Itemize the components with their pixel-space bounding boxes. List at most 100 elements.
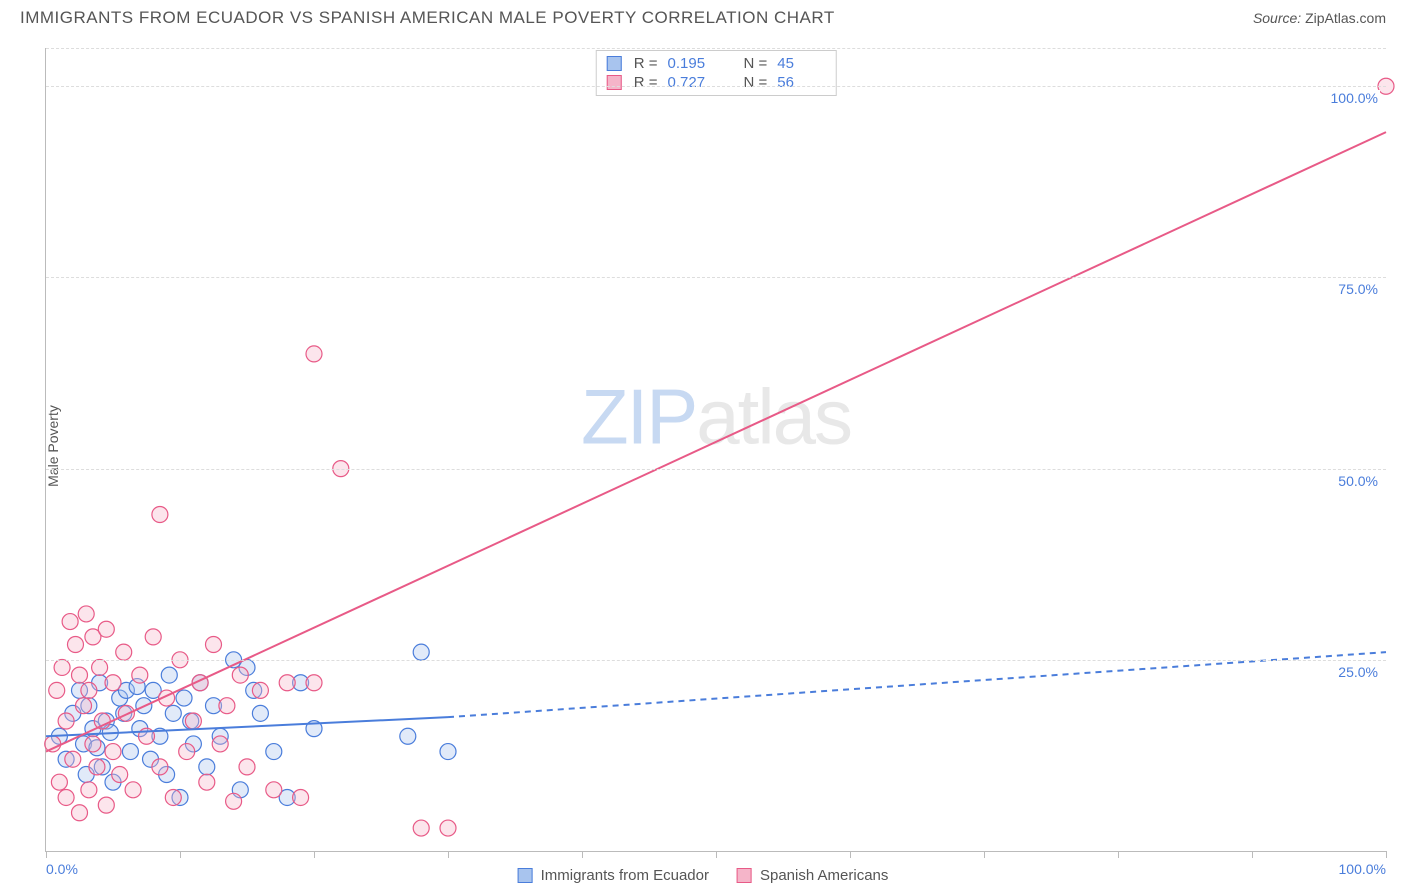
x-tick <box>850 851 851 858</box>
data-point <box>306 675 322 691</box>
x-tick <box>1386 851 1387 858</box>
data-point <box>51 774 67 790</box>
y-tick-label: 50.0% <box>1336 473 1380 489</box>
data-point <box>92 659 108 675</box>
data-point <box>266 782 282 798</box>
trend-line <box>448 652 1386 717</box>
legend-item-0: Immigrants from Ecuador <box>518 867 709 884</box>
y-tick-label: 25.0% <box>1336 664 1380 680</box>
data-point <box>212 736 228 752</box>
data-point <box>58 789 74 805</box>
data-point <box>279 675 295 691</box>
x-tick <box>1252 851 1253 858</box>
swatch-series-1 <box>607 75 622 90</box>
x-tick <box>582 851 583 858</box>
data-point <box>252 705 268 721</box>
data-point <box>65 751 81 767</box>
data-point <box>266 744 282 760</box>
gridline-y <box>46 660 1386 661</box>
source-label: Source: <box>1253 10 1301 26</box>
data-point <box>122 744 138 760</box>
data-point <box>49 682 65 698</box>
legend-label-1: Spanish Americans <box>760 867 888 884</box>
n-value-0: 45 <box>777 55 825 72</box>
data-point <box>306 346 322 362</box>
data-point <box>58 713 74 729</box>
swatch-series-0 <box>607 56 622 71</box>
chart-title: IMMIGRANTS FROM ECUADOR VS SPANISH AMERI… <box>20 8 835 28</box>
x-tick <box>46 851 47 858</box>
trend-line <box>46 132 1386 751</box>
data-point <box>105 744 121 760</box>
legend-swatch-1 <box>737 868 752 883</box>
data-point <box>239 759 255 775</box>
gridline-y <box>46 86 1386 87</box>
data-point <box>125 782 141 798</box>
x-tick <box>180 851 181 858</box>
data-point <box>152 507 168 523</box>
gridline-y <box>46 48 1386 49</box>
data-point <box>226 793 242 809</box>
data-point <box>98 797 114 813</box>
data-point <box>199 759 215 775</box>
x-tick <box>984 851 985 858</box>
data-point <box>98 621 114 637</box>
data-point <box>62 614 78 630</box>
data-point <box>72 667 88 683</box>
x-tick <box>448 851 449 858</box>
data-point <box>76 698 92 714</box>
stats-row-series-1: R = 0.727 N = 56 <box>607 73 826 92</box>
r-value-1: 0.727 <box>668 74 716 91</box>
data-point <box>176 690 192 706</box>
gridline-y <box>46 469 1386 470</box>
data-point <box>116 644 132 660</box>
data-point <box>78 606 94 622</box>
data-point <box>252 682 268 698</box>
chart-area: ZIPatlas R = 0.195 N = 45 R = 0.727 N = … <box>45 48 1386 852</box>
x-tick <box>314 851 315 858</box>
x-tick <box>1118 851 1119 858</box>
x-tick-label: 0.0% <box>46 861 78 877</box>
data-point <box>81 682 97 698</box>
data-point <box>89 759 105 775</box>
data-point <box>185 713 201 729</box>
legend-label-0: Immigrants from Ecuador <box>541 867 709 884</box>
data-point <box>81 782 97 798</box>
data-point <box>232 667 248 683</box>
stats-row-series-0: R = 0.195 N = 45 <box>607 54 826 73</box>
source-attribution: Source: ZipAtlas.com <box>1253 10 1386 26</box>
data-point <box>440 820 456 836</box>
data-point <box>112 767 128 783</box>
x-tick <box>716 851 717 858</box>
data-point <box>72 805 88 821</box>
data-point <box>105 675 121 691</box>
r-label-1: R = <box>634 74 658 91</box>
n-value-1: 56 <box>777 74 825 91</box>
data-point <box>293 789 309 805</box>
data-point <box>400 728 416 744</box>
data-point <box>199 774 215 790</box>
data-point <box>85 736 101 752</box>
y-tick-label: 75.0% <box>1336 281 1380 297</box>
n-label-1: N = <box>744 74 768 91</box>
data-point <box>219 698 235 714</box>
data-point <box>179 744 195 760</box>
data-point <box>145 629 161 645</box>
source-value: ZipAtlas.com <box>1305 10 1386 26</box>
data-point <box>67 637 83 653</box>
data-point <box>152 759 168 775</box>
r-value-0: 0.195 <box>668 55 716 72</box>
data-point <box>132 667 148 683</box>
data-point <box>165 789 181 805</box>
data-point <box>54 659 70 675</box>
r-label-0: R = <box>634 55 658 72</box>
stats-legend-box: R = 0.195 N = 45 R = 0.727 N = 56 <box>596 50 837 96</box>
data-point <box>413 644 429 660</box>
gridline-y <box>46 277 1386 278</box>
data-point <box>206 637 222 653</box>
y-tick-label: 100.0% <box>1329 90 1380 106</box>
data-point <box>440 744 456 760</box>
data-point <box>161 667 177 683</box>
legend-swatch-0 <box>518 868 533 883</box>
series-legend: Immigrants from Ecuador Spanish American… <box>518 867 889 884</box>
